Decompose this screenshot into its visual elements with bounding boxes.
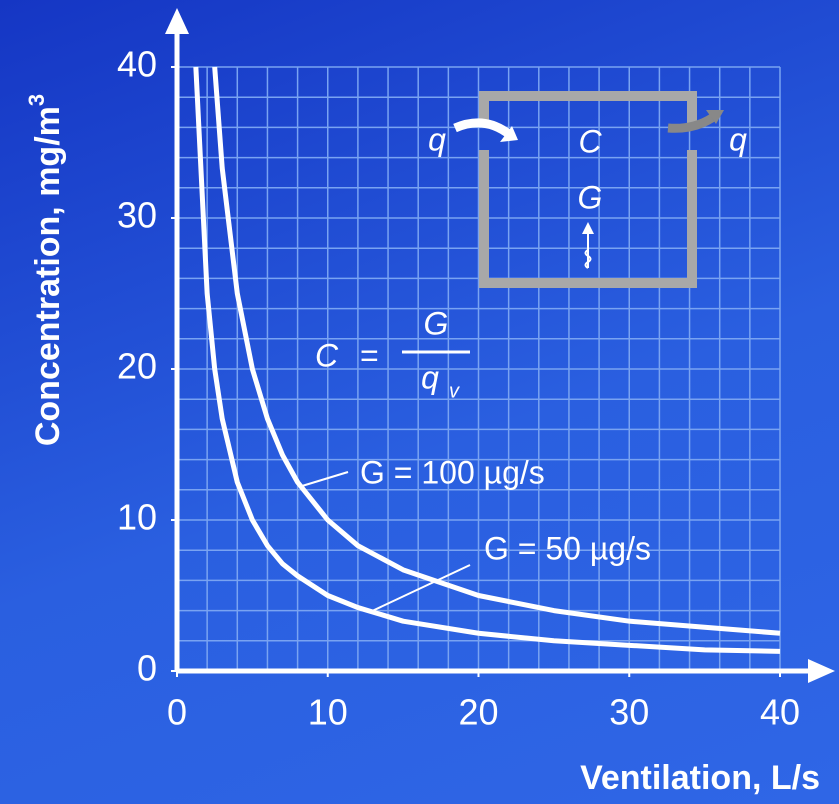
y-tick-label: 40 (117, 44, 157, 85)
inflow-arrow (455, 123, 510, 135)
y-axis-label-sup: 3 (24, 94, 49, 106)
concentration-label: C (578, 123, 602, 159)
x-tick-label: 30 (609, 692, 649, 733)
chart: q C G q C = G q v G = 100 µg/s G = 50 µg… (0, 0, 839, 804)
formula: C = G q v (315, 305, 470, 402)
formula-lhs: C (315, 337, 339, 373)
y-axis-label-text: Concentration, mg/m (29, 106, 67, 446)
formula-equals: = (360, 337, 379, 373)
formula-subscript: v (449, 380, 460, 402)
x-axis-label: Ventilation, L/s (580, 759, 820, 797)
y-axis-label: Concentration, mg/m3 (24, 94, 67, 446)
room-diagram: q C G q (428, 96, 747, 283)
y-tick-label: 10 (117, 497, 157, 538)
inflow-label: q (428, 121, 446, 157)
source-label: G (578, 179, 603, 215)
formula-numerator: G (424, 305, 449, 341)
y-tick-label: 0 (137, 648, 157, 689)
x-tick-label: 0 (167, 692, 187, 733)
x-tick-label: 40 (760, 692, 800, 733)
x-axis-arrow (808, 659, 835, 683)
leader-line (302, 472, 348, 486)
series-label: G = 100 µg/s (360, 454, 545, 490)
x-tick-label: 20 (458, 692, 498, 733)
source-arrowhead (582, 222, 594, 234)
series-label: G = 50 µg/s (484, 530, 651, 566)
x-tick-label: 10 (308, 692, 348, 733)
y-axis-arrow (165, 8, 189, 34)
outflow-label: q (729, 121, 747, 157)
y-tick-label: 20 (117, 346, 157, 387)
formula-denominator: q (421, 359, 439, 395)
y-tick-label: 30 (117, 195, 157, 236)
